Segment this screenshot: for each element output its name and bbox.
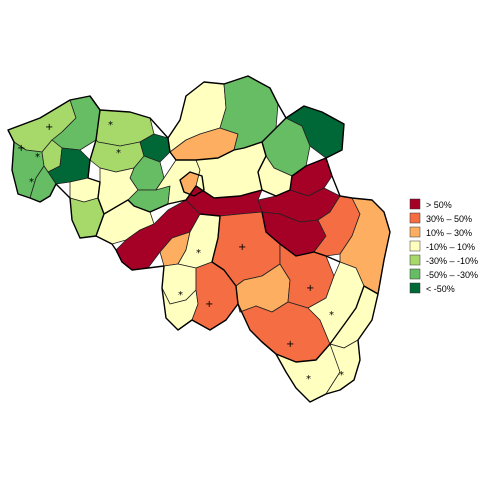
- marker-star: *: [35, 152, 40, 163]
- marker-star: *: [306, 374, 311, 385]
- marker-star: *: [108, 120, 113, 131]
- legend-label-4: -10% – 10%: [426, 242, 475, 252]
- west-east-flanders-border: [87, 95, 105, 215]
- legend-label-7: < -50%: [426, 284, 455, 294]
- legend-label-3: 10% – 30%: [426, 228, 472, 238]
- marker-plus: +: [306, 283, 314, 294]
- legend-label-1: > 50%: [426, 200, 452, 210]
- legend-swatch-2: [409, 212, 421, 224]
- legend-swatch-6: [409, 268, 421, 280]
- brussels-border: [179, 171, 205, 197]
- marker-plus: +: [238, 242, 246, 253]
- marker-star: *: [178, 290, 183, 301]
- limburg-border: [257, 141, 267, 191]
- luxembourg-border: [261, 285, 379, 363]
- marker-star: *: [29, 177, 34, 188]
- legend-swatch-1: [409, 198, 421, 210]
- marker-plus: +: [205, 299, 213, 310]
- marker-star: *: [329, 310, 334, 321]
- marker-plus: +: [286, 339, 294, 350]
- flanders-wallonia-border: [95, 157, 327, 237]
- marker-star: *: [116, 148, 121, 159]
- markers: + + * * * * * + + * + + * * *: [17, 120, 344, 385]
- country-outline: [7, 75, 391, 403]
- legend-swatch-7: [409, 282, 421, 294]
- legend-label-5: -30% – -10%: [426, 256, 478, 266]
- legend-swatch-4: [409, 240, 421, 252]
- marker-plus: +: [45, 122, 53, 133]
- legend-swatch-3: [409, 226, 421, 238]
- province-borders: [7, 75, 391, 403]
- legend-swatch-5: [409, 254, 421, 266]
- marker-star: *: [339, 370, 344, 381]
- marker-star: *: [196, 248, 201, 259]
- marker-plus: +: [17, 143, 25, 154]
- regions: [7, 75, 391, 403]
- legend: > 50% 30% – 50% 10% – 30% -10% – 10% -30…: [409, 198, 478, 294]
- namur-liege-border: [261, 211, 341, 263]
- legend-label-2: 30% – 50%: [426, 214, 472, 224]
- legend-label-6: -50% – -30%: [426, 270, 478, 280]
- antwerp-border: [167, 117, 287, 161]
- hainaut-namur-border: [199, 213, 239, 305]
